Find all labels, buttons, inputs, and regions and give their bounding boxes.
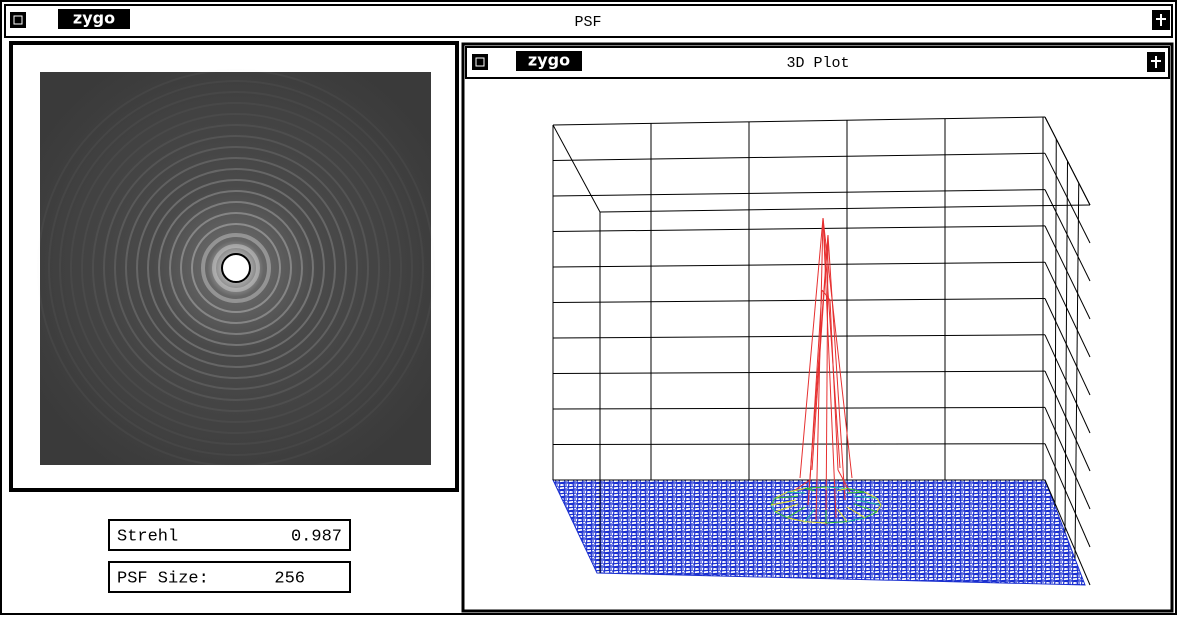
ring-line: [847, 492, 865, 493]
ring-line: [787, 492, 805, 493]
logo: zygo: [528, 51, 570, 70]
logo: zygo: [73, 9, 115, 28]
close-button[interactable]: [10, 12, 26, 28]
field-label: PSF Size:: [117, 569, 209, 588]
app-window: zygo PSF Strehl 0.987 PSF Size: 256 zygo…: [0, 0, 1177, 615]
field-label: Strehl: [117, 527, 178, 546]
field-value: 0.987: [291, 527, 342, 546]
mesh-floor: [553, 480, 1085, 585]
psf-core: [222, 254, 250, 282]
field-value: 256: [274, 569, 305, 588]
window-title: PSF: [574, 14, 601, 31]
plot-title: 3D Plot: [786, 55, 849, 72]
close-button[interactable]: [472, 54, 488, 70]
